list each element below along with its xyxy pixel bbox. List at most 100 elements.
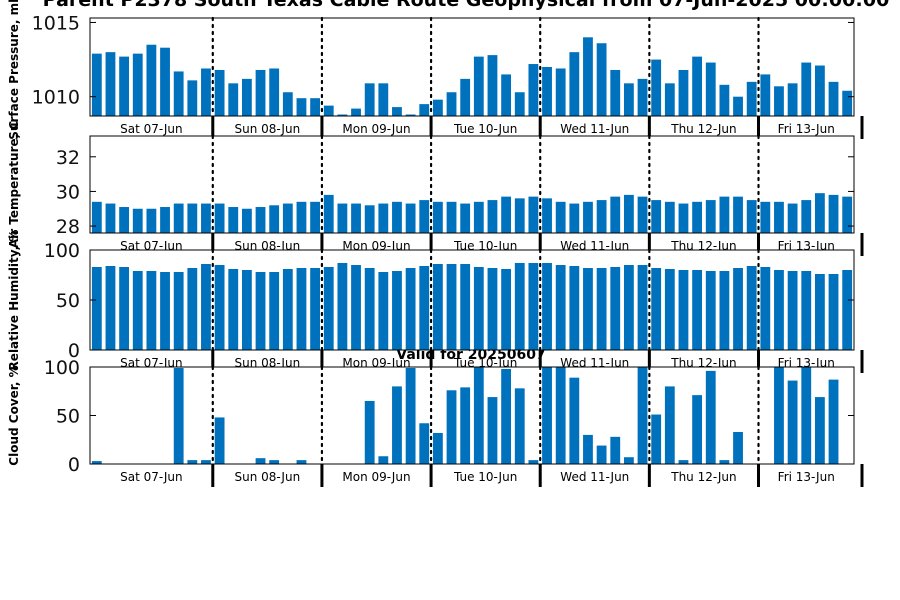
data-bar — [664, 269, 675, 350]
data-bar — [364, 205, 375, 233]
data-bar — [460, 264, 471, 350]
data-bar — [392, 201, 402, 233]
data-bar — [760, 201, 771, 233]
data-bar — [419, 266, 430, 350]
data-bar — [432, 432, 443, 464]
data-bar — [637, 78, 648, 116]
data-bar — [132, 271, 143, 350]
data-bar — [419, 200, 430, 233]
data-bar — [760, 74, 771, 116]
data-bar — [310, 268, 321, 350]
chart-title: Parent P2378 South Texas Cable Route Geo… — [43, 0, 890, 11]
data-bar — [91, 461, 102, 464]
data-bar — [733, 268, 743, 350]
data-bar — [705, 271, 716, 350]
data-bar — [419, 423, 430, 464]
data-bar — [569, 52, 580, 116]
data-bar — [542, 367, 552, 464]
data-bar — [814, 274, 825, 350]
data-bar — [228, 269, 239, 350]
data-bar — [678, 460, 689, 464]
panel-1: 1010 1015 Surface Pressure, mb Sat 07-Jun Su… — [7, 0, 864, 140]
data-bar — [733, 196, 743, 233]
y-tick-label: 50 — [56, 406, 80, 428]
day-label: Fri 13-Jun — [778, 470, 835, 484]
data-bar — [323, 267, 334, 350]
y-axis-label: Surface Pressure, mb — [7, 0, 21, 140]
data-bar — [501, 74, 512, 116]
data-bar — [296, 268, 307, 350]
data-bar — [132, 208, 143, 233]
day-label: Tue 10-Jun — [453, 470, 517, 484]
data-bar — [269, 460, 280, 464]
data-bar — [419, 104, 430, 116]
data-bar — [405, 203, 416, 233]
data-bar — [501, 196, 512, 233]
data-bar — [705, 370, 716, 464]
data-bar — [555, 201, 566, 233]
data-bar — [432, 264, 443, 350]
data-bar — [528, 263, 539, 350]
data-bar — [623, 457, 634, 464]
data-bar — [746, 266, 757, 350]
data-bar — [460, 78, 471, 116]
data-bar — [774, 367, 784, 464]
day-label: Wed 11-Jun — [560, 122, 629, 136]
data-bar — [514, 263, 525, 350]
data-bar — [719, 84, 730, 116]
data-bar — [269, 205, 280, 233]
data-bar — [160, 272, 170, 350]
day-label: Thu 12-Jun — [670, 470, 736, 484]
y-tick-label: 50 — [56, 290, 80, 312]
data-bar — [664, 386, 675, 464]
data-bar — [733, 96, 743, 116]
data-bar — [719, 271, 730, 350]
data-bar — [392, 386, 402, 464]
data-bar — [814, 65, 825, 116]
data-bar — [828, 274, 839, 350]
data-bar — [187, 268, 198, 350]
y-tick-label: 1010 — [32, 87, 80, 109]
data-bar — [473, 56, 484, 116]
data-bar — [214, 203, 225, 233]
data-bar — [351, 265, 361, 350]
data-bar — [351, 203, 361, 233]
data-bar — [446, 264, 457, 350]
data-bar — [637, 265, 648, 350]
y-tick-label: 0 — [68, 454, 80, 476]
data-bar — [378, 83, 389, 116]
data-bar — [692, 270, 703, 350]
data-bar — [651, 268, 662, 350]
data-bar — [296, 98, 307, 116]
data-bar — [842, 196, 853, 233]
data-bar — [514, 198, 525, 233]
data-bar — [473, 201, 484, 233]
data-bar — [583, 434, 593, 464]
panel-2: 28 30 32 Air Temperature, C Sat 07-Jun Sun 08… — [7, 121, 864, 256]
data-bar — [746, 200, 757, 233]
data-bar — [801, 271, 812, 350]
y-axis-label: Air Temperature, C — [7, 121, 21, 249]
data-bar — [651, 414, 662, 464]
data-bar — [814, 397, 825, 464]
data-bar — [692, 395, 703, 464]
data-bar — [692, 201, 703, 233]
data-bar — [610, 69, 621, 116]
day-label: Mon 09-Jun — [342, 122, 410, 136]
data-bar — [201, 460, 211, 464]
data-bar — [637, 196, 648, 233]
data-bar — [610, 196, 621, 233]
data-bar — [528, 196, 539, 233]
data-bar — [487, 268, 498, 350]
data-bar — [555, 265, 566, 350]
data-bar — [241, 208, 252, 233]
data-bar — [187, 80, 198, 116]
data-bar — [460, 387, 471, 464]
data-bar — [255, 458, 266, 464]
data-bar — [501, 368, 512, 464]
data-bar — [323, 194, 334, 233]
data-bar — [105, 203, 116, 233]
data-bar — [446, 92, 457, 116]
